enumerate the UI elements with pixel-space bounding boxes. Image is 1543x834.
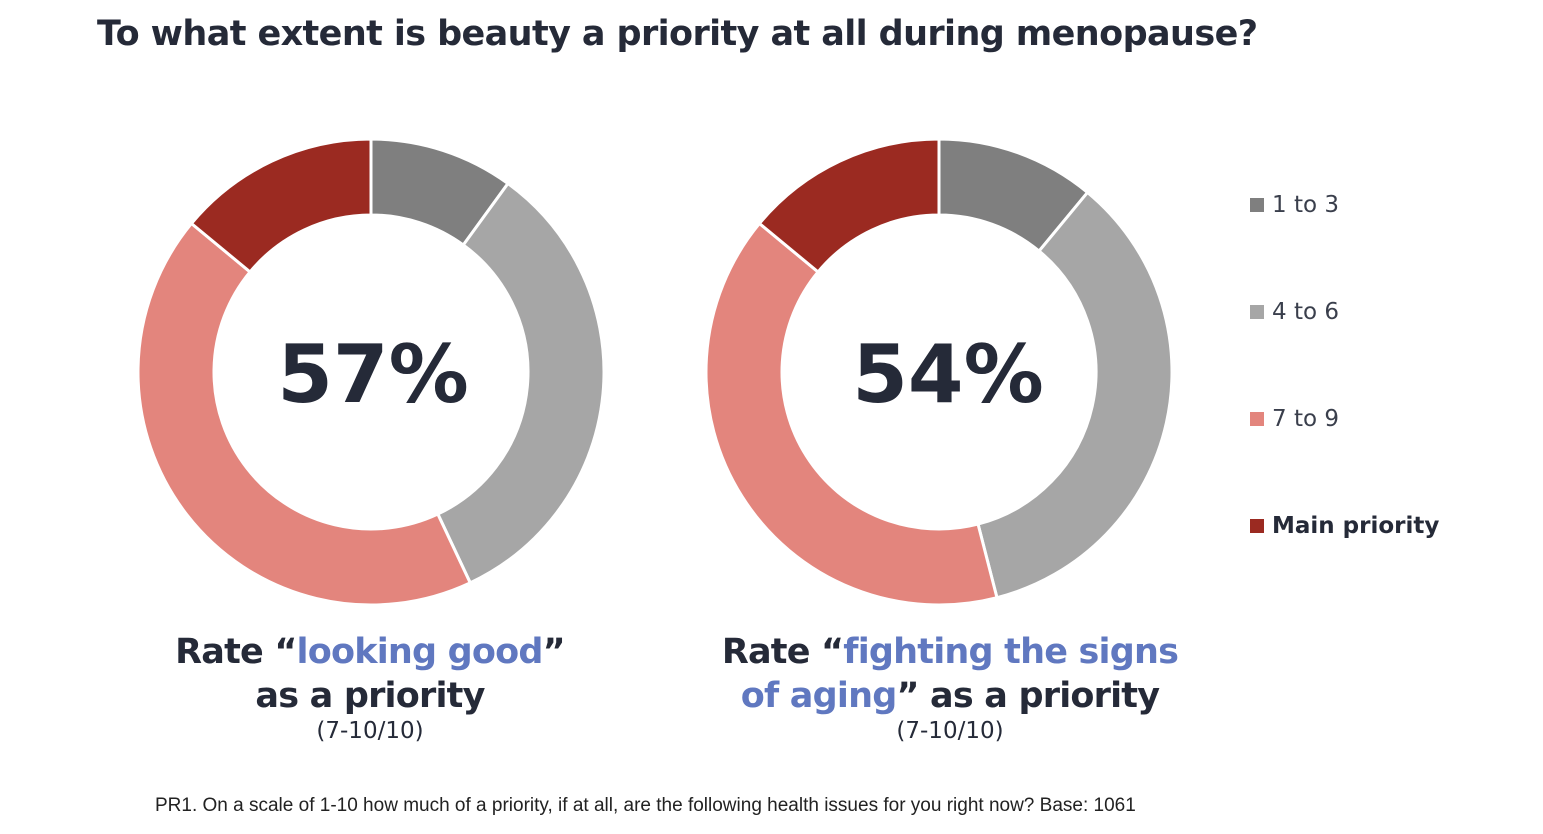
slice-7-to-9 — [136, 221, 473, 607]
caption-highlight: looking good — [296, 632, 544, 672]
caption-suffix: ” — [542, 632, 566, 672]
donut-chart-fighting-aging: 54% — [704, 137, 1174, 607]
legend-label: 1 to 3 — [1272, 192, 1339, 218]
legend-label: 4 to 6 — [1272, 299, 1339, 325]
legend-item-4-to-6: 4 to 6 — [1250, 299, 1339, 325]
center-value-fighting-aging: 54% — [852, 328, 1043, 421]
legend-label: Main priority — [1272, 513, 1440, 539]
slice-4-to-6 — [976, 190, 1174, 600]
legend-item-7-to-9: 7 to 9 — [1250, 406, 1339, 432]
caption-scale: (7-10/10) — [316, 718, 424, 744]
donut-chart-looking-good: 57% — [136, 137, 606, 607]
legend-label: 7 to 9 — [1272, 406, 1339, 432]
legend-item-1-to-3: 1 to 3 — [1250, 192, 1339, 218]
legend-swatch — [1250, 412, 1264, 426]
caption-line2: as a priority — [255, 676, 485, 716]
slice-4-to-6 — [435, 181, 606, 585]
slice-main-priority — [757, 137, 941, 275]
slice-7-to-9 — [704, 221, 999, 607]
center-value-looking-good: 57% — [277, 328, 468, 421]
caption-line2-suffix: ” as a priority — [896, 676, 1160, 716]
caption-fighting-aging: Rate “fighting the signs of aging” as a … — [700, 630, 1200, 744]
caption-looking-good: Rate “looking good” as a priority (7-10/… — [140, 630, 600, 744]
caption-highlight-1: fighting the signs — [843, 632, 1179, 672]
caption-prefix: Rate “ — [721, 632, 844, 672]
chart-title: To what extent is beauty a priority at a… — [97, 14, 1258, 54]
legend-item-main-priority: Main priority — [1250, 513, 1439, 539]
legend-swatch — [1250, 305, 1264, 319]
slice-main-priority — [189, 137, 373, 275]
legend-swatch — [1250, 519, 1264, 533]
legend-swatch — [1250, 198, 1264, 212]
footnote: PR1. On a scale of 1-10 how much of a pr… — [155, 795, 1136, 816]
caption-prefix: Rate “ — [175, 632, 297, 672]
caption-highlight-2: of aging — [740, 676, 898, 716]
caption-scale: (7-10/10) — [896, 718, 1004, 744]
